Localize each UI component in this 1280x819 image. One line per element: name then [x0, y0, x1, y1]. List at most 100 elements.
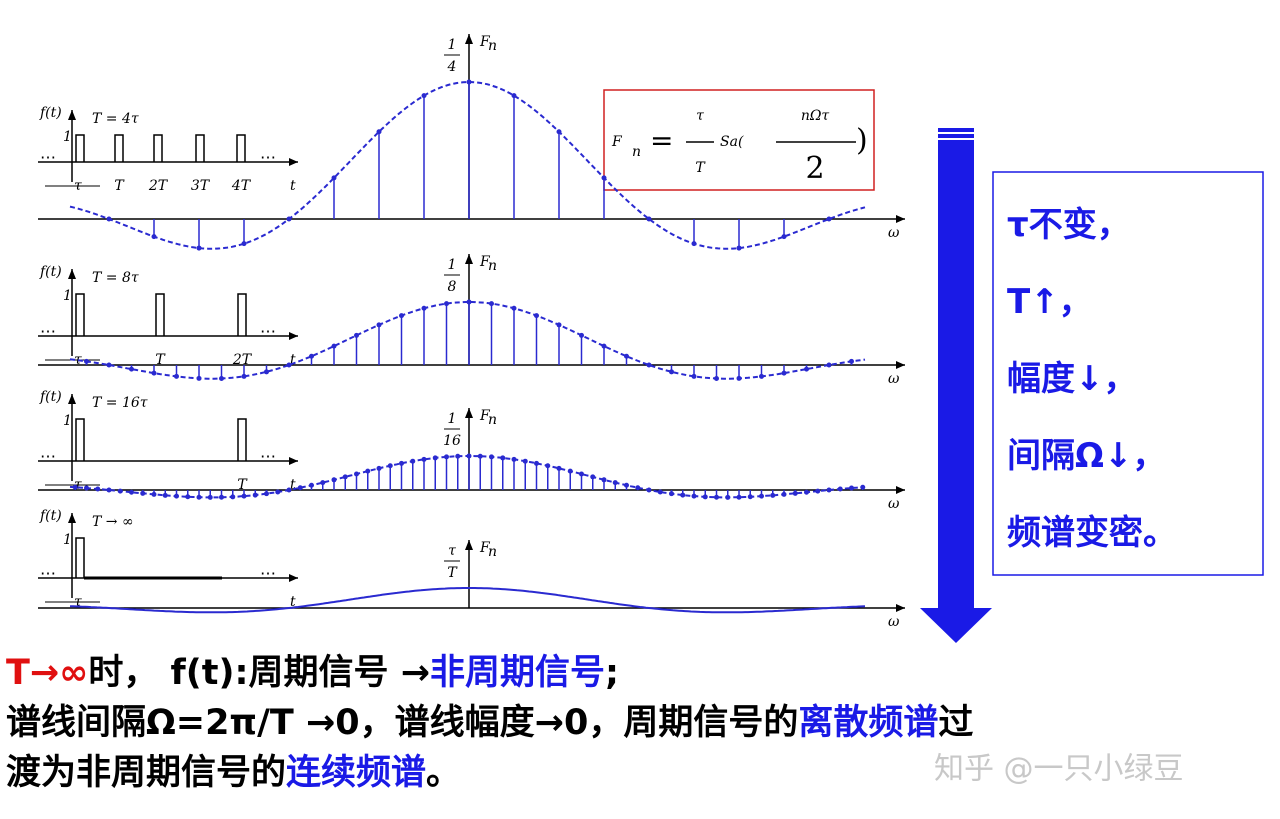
- spectral-dot: [849, 358, 854, 364]
- spectral-dot: [376, 129, 382, 135]
- spectral-dot: [669, 491, 674, 497]
- spectral-dot: [376, 322, 382, 328]
- envelope: [69, 455, 866, 499]
- spectral-dot: [196, 245, 202, 251]
- spectral-dot: [624, 353, 629, 359]
- spectral-dot: [635, 485, 641, 491]
- axis-arrow: [465, 254, 473, 264]
- note-box: [992, 171, 1264, 576]
- spectral-dot: [736, 245, 742, 251]
- spectral-dot: [241, 493, 247, 499]
- amp-den: 16: [443, 433, 461, 449]
- spectral-dot: [129, 366, 134, 372]
- spectral-dot: [421, 456, 427, 462]
- axis-arrow: [465, 408, 473, 418]
- spectral-dot: [421, 305, 427, 311]
- spectral-dot: [444, 301, 449, 307]
- spectral-dot: [241, 373, 247, 379]
- axis-arrow: [896, 604, 905, 612]
- spectral-dot: [579, 471, 584, 477]
- conclusion-segment: :周期信号 →: [235, 653, 431, 693]
- spectral-dot: [826, 487, 832, 493]
- t-label: t: [290, 352, 296, 368]
- spectral-dot: [72, 484, 78, 490]
- axis-arrow: [896, 361, 905, 369]
- spectral-dot: [207, 494, 213, 500]
- conclusion-segment: 连续频谱: [286, 753, 426, 793]
- t-tick: 3T: [191, 178, 211, 194]
- axis-arrow: [465, 34, 473, 44]
- f-eq: =: [650, 124, 673, 157]
- spectral-dot: [511, 93, 517, 99]
- side-note: 间隔Ω↓，: [1007, 436, 1166, 476]
- spectral-dot: [387, 463, 393, 469]
- dots: …: [260, 144, 276, 163]
- spectral-dot: [736, 494, 742, 500]
- spectral-dot: [477, 453, 483, 459]
- axis-arrow: [68, 394, 76, 404]
- spectral-dot: [286, 487, 292, 493]
- side-note: 幅度↓，: [1007, 359, 1138, 399]
- spectral-dot: [489, 454, 494, 460]
- spectral-dot: [500, 455, 506, 461]
- f-label: f(t): [39, 389, 62, 405]
- spectral-dot: [556, 322, 562, 328]
- spectral-dot: [151, 491, 157, 497]
- spectral-dot: [275, 489, 281, 495]
- axis-arrow: [465, 540, 473, 550]
- period-label: T = 4τ: [92, 111, 139, 127]
- spectral-dot: [601, 175, 607, 181]
- spectral-dot: [174, 373, 179, 379]
- spectral-dot: [196, 375, 202, 381]
- spectral-dot: [297, 485, 303, 491]
- f-label: f(t): [39, 264, 62, 280]
- side-note: T↑，: [1007, 282, 1093, 322]
- conclusion-segment: 渡为非周期信号的: [6, 753, 286, 793]
- f-den2: 2: [805, 151, 824, 186]
- spectral-dot: [556, 129, 562, 135]
- spec-label: F: [479, 34, 491, 50]
- tau-label: τ: [74, 178, 82, 194]
- conclusion-line: 渡为非周期信号的连续频谱。: [6, 753, 461, 793]
- omega-label: ω: [888, 496, 900, 512]
- spectral-dot: [444, 454, 449, 460]
- amp-den: 4: [447, 59, 457, 75]
- spectral-dot: [601, 477, 607, 483]
- spectral-dot: [579, 332, 584, 338]
- spectral-dot: [140, 490, 146, 496]
- down-arrow: [920, 128, 992, 643]
- t-tick: T: [155, 352, 166, 368]
- spectral-dot: [84, 358, 89, 364]
- spectral-dot: [129, 489, 134, 495]
- spectral-dot: [455, 453, 461, 459]
- dots: …: [260, 318, 276, 337]
- spectral-dot: [365, 468, 371, 474]
- spectral-dot: [489, 301, 494, 307]
- spectral-dot: [252, 492, 258, 498]
- one-label: 1: [63, 532, 72, 548]
- pulse: [75, 134, 85, 162]
- spec-label: F: [479, 254, 491, 270]
- spectral-dot: [725, 494, 731, 500]
- spectral-dot: [804, 489, 809, 495]
- t-tick: 2T: [232, 352, 253, 368]
- conclusion-segment: f(t): [158, 653, 234, 693]
- spectral-dot: [117, 488, 123, 494]
- spectral-dot: [309, 482, 314, 488]
- dots: …: [260, 443, 276, 462]
- pulse: [237, 293, 247, 336]
- spectral-dot: [196, 494, 202, 500]
- spectral-dot: [691, 241, 697, 247]
- pulse: [75, 293, 85, 336]
- f-label: f(t): [39, 105, 62, 121]
- spectral-dot: [106, 487, 112, 493]
- spectral-dot: [747, 494, 753, 500]
- f-func: Sa(: [720, 134, 744, 150]
- amp-den: 8: [448, 279, 457, 295]
- conclusion-segment: 过: [938, 703, 973, 743]
- axis-arrow: [289, 457, 298, 465]
- envelope: [69, 587, 866, 614]
- spectral-dot: [601, 343, 607, 349]
- conclusion-line: 谱线间隔Ω=2π/T →0，谱线幅度→0，周期信号的离散频谱过: [6, 702, 973, 743]
